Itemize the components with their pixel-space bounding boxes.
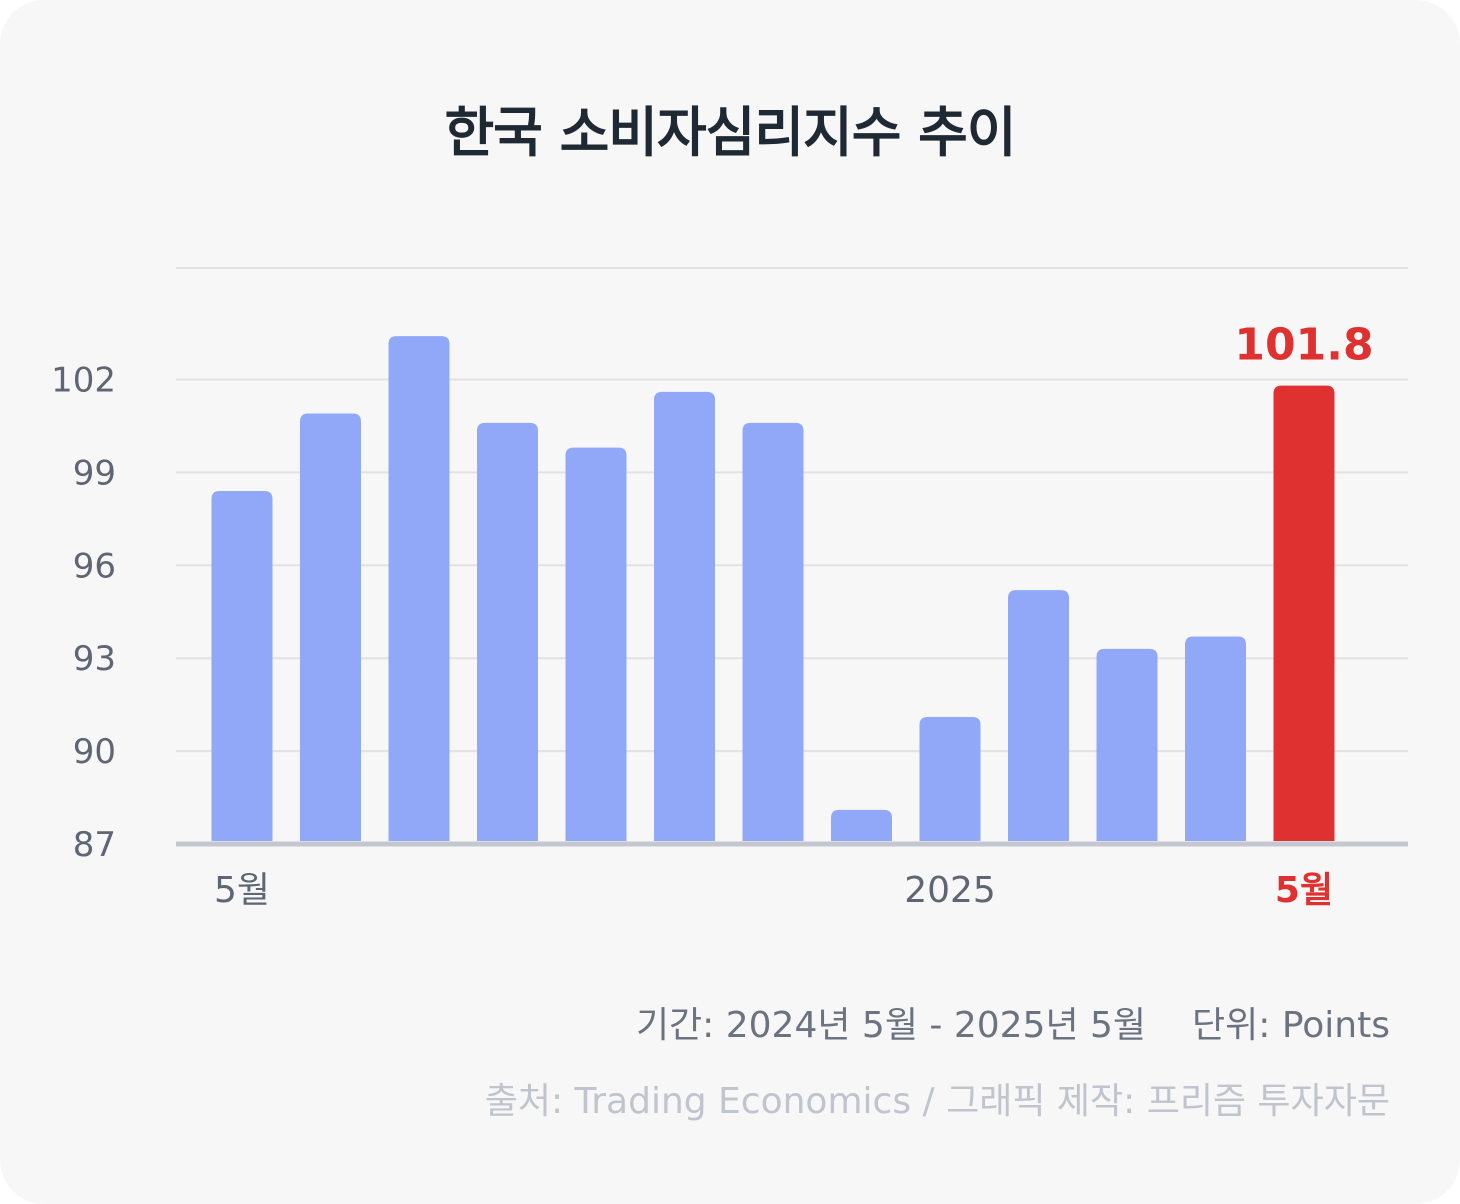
bar: [654, 391, 715, 841]
period-unit-line: 기간: 2024년 5월 - 2025년 5월 단위: Points: [636, 996, 1390, 1048]
bar-highlight: [1273, 385, 1335, 841]
x-tick-label: 5월: [214, 870, 270, 911]
bar: [300, 413, 361, 841]
bar: [1096, 648, 1158, 841]
bar: [742, 422, 804, 841]
bar: [1008, 590, 1069, 841]
bar: [1185, 636, 1246, 841]
bar: [388, 336, 450, 841]
value-labels: 101.8: [1234, 320, 1373, 371]
y-tick-label: 96: [73, 546, 116, 586]
chart-title: 한국 소비자심리지수 추이: [444, 101, 1016, 164]
bar: [919, 717, 981, 841]
y-axis-ticks: 87 90 93 96 99 102: [51, 360, 116, 865]
bar: [831, 809, 892, 841]
y-tick-label: 93: [73, 639, 116, 679]
x-axis-ticks: 5월 2025 5월: [214, 870, 1333, 911]
bars: [211, 336, 1335, 841]
x-tick-label: 5월: [1275, 870, 1333, 911]
y-tick-label: 99: [73, 453, 116, 493]
y-tick-label: 102: [51, 360, 116, 400]
bar: [565, 447, 627, 841]
highlight-value-label: 101.8: [1234, 320, 1373, 371]
y-tick-label: 87: [73, 825, 116, 865]
bar: [211, 490, 273, 841]
unit-text: 단위: Points: [1192, 1005, 1390, 1046]
source-text: 출처: Trading Economics / 그래픽 제작: 프리즘 투자자문: [484, 1081, 1390, 1122]
bar: [477, 422, 538, 841]
period-text: 기간: 2024년 5월 - 2025년 5월: [635, 1005, 1147, 1046]
y-tick-label: 90: [73, 732, 116, 772]
x-tick-label: 2025: [904, 870, 996, 911]
